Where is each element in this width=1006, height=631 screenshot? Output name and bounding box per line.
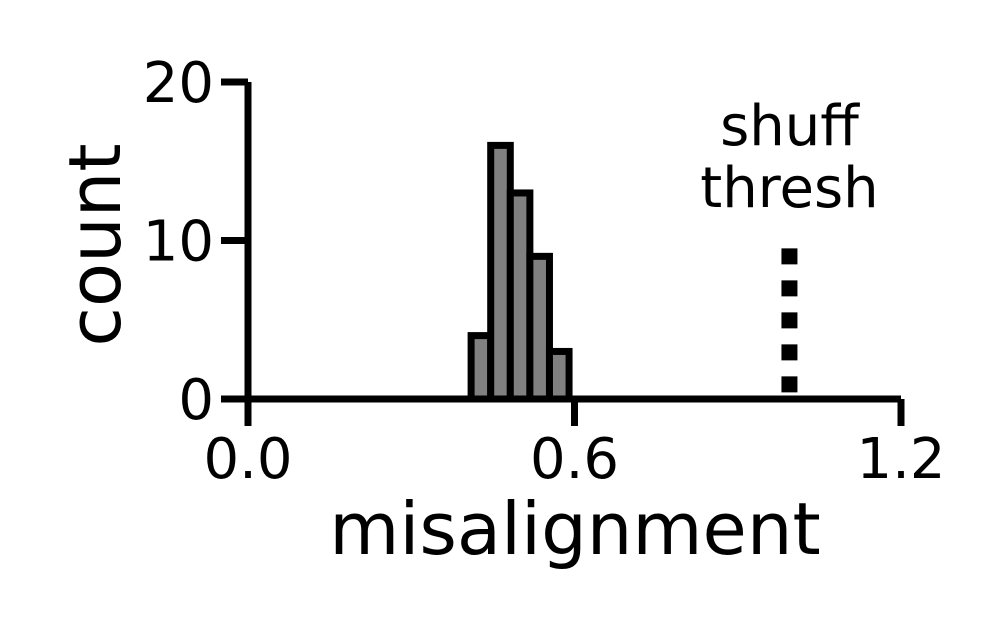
- threshold-label-line-1: shuff: [720, 94, 860, 159]
- x-tick-label: 0.0: [203, 427, 292, 492]
- y-axis-title: count: [53, 143, 137, 346]
- histogram-bar-5: [545, 347, 573, 403]
- threshold-label-line-2: thresh: [700, 156, 878, 221]
- y-tick-label: 0: [178, 368, 214, 433]
- y-ticks: 0 10 20: [143, 51, 248, 433]
- x-ticks: 0.0 0.6 1.2: [203, 399, 946, 492]
- x-axis-title: misalignment: [329, 487, 820, 571]
- x-tick-label: 1.2: [856, 427, 945, 492]
- y-tick-label: 10: [143, 210, 214, 275]
- x-tick-label: 0.6: [530, 427, 619, 492]
- histogram-bars: [467, 141, 573, 403]
- y-tick-label: 20: [143, 51, 214, 116]
